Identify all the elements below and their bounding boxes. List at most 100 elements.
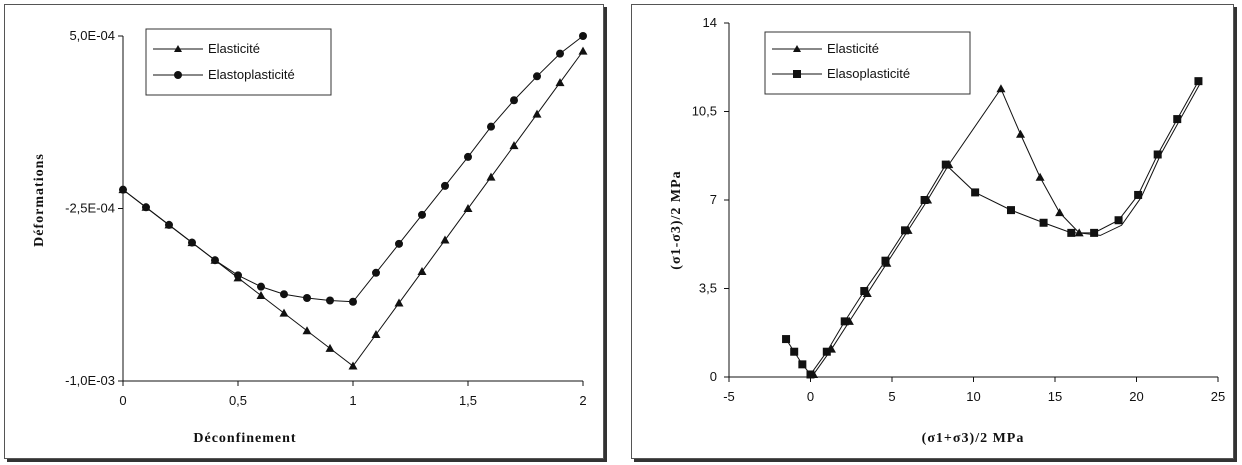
left-x-tick-label: 1,5: [459, 393, 477, 408]
left-y-tick-label: 5,0E-04: [69, 28, 115, 43]
left-series-1-point: [464, 152, 472, 161]
left-series-1-point: [372, 268, 380, 277]
right-series-1-point: [1090, 228, 1099, 237]
right-x-tick-label: 0: [807, 389, 814, 404]
right-y-axis-label: (σ1-σ3)/2 MPa: [669, 170, 684, 269]
left-series-1-point: [234, 271, 242, 280]
right-x-tick-label: 10: [966, 389, 980, 404]
left-series-0-point: [463, 204, 473, 213]
right-y-tick-label: 7: [710, 192, 717, 207]
left-series-1-point: [257, 282, 265, 291]
right-x-tick-label: -5: [723, 389, 735, 404]
left-legend-marker-circle: [174, 71, 182, 79]
left-y-axis-label: Déformations: [32, 153, 47, 247]
left-legend: Elasticité Elastoplasticité: [145, 28, 332, 96]
right-series-1-point: [1173, 115, 1182, 124]
chart-left-svg: 0 0,5 1 1,5 2 5,0E-04 -2,5E-04 -1,0E-03 Déconfi…: [32, 28, 588, 446]
right-series-1-point: [1039, 218, 1048, 227]
left-x-tick-label: 0: [119, 393, 126, 408]
left-series-0-point: [486, 172, 496, 181]
left-series-0-point: [555, 78, 565, 87]
right-legend-box: [764, 31, 971, 95]
right-series-1-point: [1153, 150, 1162, 159]
right-x-tick-label: 5: [888, 389, 895, 404]
left-series-1-point: [211, 256, 219, 265]
right-series-1-point: [822, 347, 831, 356]
right-y-tick-label: 14: [703, 15, 717, 30]
right-series-1-point: [1067, 228, 1076, 237]
right-series-1-point: [798, 360, 807, 369]
left-series-1-point: [119, 185, 127, 194]
chart-panel-right: -5 0 5 10 15 20 25 0 3,5 7 10,5 14 (σ1+σ3)/2 MPa (σ…: [631, 4, 1234, 459]
left-axes: 0 0,5 1 1,5 2 5,0E-04 -2,5E-04 -1,0E-03: [65, 28, 586, 408]
right-series-0-point: [1035, 172, 1045, 181]
right-series-1-point: [840, 317, 849, 326]
left-x-tick-label: 1: [349, 393, 356, 408]
left-series-1-point: [487, 122, 495, 131]
left-series-group: [118, 32, 588, 370]
left-series-1-point: [556, 49, 564, 58]
left-series-1-point: [510, 96, 518, 105]
left-x-axis-label: Déconfinement: [193, 431, 296, 446]
right-legend: Elasticité Elasoplasticité: [764, 31, 971, 95]
right-x-axis-label: (σ1+σ3)/2 MPa: [922, 431, 1025, 446]
right-y-tick-label: 0: [710, 369, 717, 384]
left-series-1-point: [165, 220, 173, 229]
right-series-line-1: [785, 80, 1199, 376]
right-y-tick-label: 10,5: [692, 104, 717, 119]
right-series-0-point: [1016, 129, 1026, 138]
right-series-1-point: [971, 188, 980, 197]
left-series-0-point: [578, 46, 588, 55]
right-series-1-point: [782, 335, 791, 344]
right-series-1-point: [1114, 216, 1123, 225]
left-series-0-point: [348, 361, 358, 370]
left-series-0-point: [279, 308, 289, 317]
left-series-1-point: [441, 181, 449, 190]
left-x-tick-label: 2: [579, 393, 586, 408]
right-series-line-0: [813, 80, 1202, 375]
left-series-0-point: [532, 109, 542, 118]
left-series-1-point: [418, 210, 426, 219]
right-x-tick-label: 20: [1129, 389, 1143, 404]
chart-right-svg: -5 0 5 10 15 20 25 0 3,5 7 10,5 14 (σ1+σ3)/2 MPa (σ…: [669, 15, 1226, 446]
right-series-1-point: [790, 347, 799, 356]
left-series-0-point: [440, 235, 450, 244]
right-series-1-point: [901, 226, 910, 235]
left-series-1-point: [326, 296, 334, 305]
chart-panel-left: 0 0,5 1 1,5 2 5,0E-04 -2,5E-04 -1,0E-03 Déconfi…: [4, 4, 604, 459]
right-legend-marker-square: [793, 70, 801, 78]
right-series-1-point: [1134, 190, 1143, 199]
left-y-tick-label: -2,5E-04: [65, 201, 115, 216]
right-legend-label-elasoplasticite: Elasoplasticité: [827, 66, 910, 81]
right-series-group: [782, 77, 1203, 379]
right-series-0-point: [1055, 208, 1065, 217]
right-legend-marker-triangle: [793, 45, 801, 52]
left-series-1-point: [533, 72, 541, 81]
right-series-1-point: [860, 287, 869, 296]
left-series-0-point: [256, 290, 266, 299]
left-legend-marker-triangle: [174, 45, 182, 52]
left-series-1-point: [142, 203, 150, 212]
left-series-0-point: [509, 141, 519, 150]
left-legend-box: [145, 28, 332, 96]
left-series-1-point: [188, 238, 196, 247]
right-series-1-point: [920, 196, 929, 204]
left-series-1-point: [303, 293, 311, 302]
right-series-1-point: [806, 370, 815, 379]
right-axes: -5 0 5 10 15 20 25 0 3,5 7 10,5 14: [692, 15, 1226, 404]
right-series-0-point: [996, 84, 1006, 93]
right-legend-label-elasticite: Elasticité: [827, 41, 879, 56]
right-series-1-point: [881, 256, 890, 265]
left-legend-label-elasticite: Elasticité: [208, 41, 260, 56]
right-x-tick-label: 25: [1211, 389, 1225, 404]
left-legend-label-elastoplasticite: Elastoplasticité: [208, 67, 295, 82]
left-series-0-point: [371, 330, 381, 339]
left-series-1-point: [395, 239, 403, 248]
left-series-0-point: [394, 298, 404, 307]
right-y-tick-label: 3,5: [699, 281, 717, 296]
right-x-tick-label: 15: [1048, 389, 1062, 404]
left-series-1-point: [349, 297, 357, 306]
right-series-1-point: [1006, 206, 1015, 215]
left-series-0-point: [302, 326, 312, 335]
left-y-tick-label: -1,0E-03: [65, 373, 115, 388]
